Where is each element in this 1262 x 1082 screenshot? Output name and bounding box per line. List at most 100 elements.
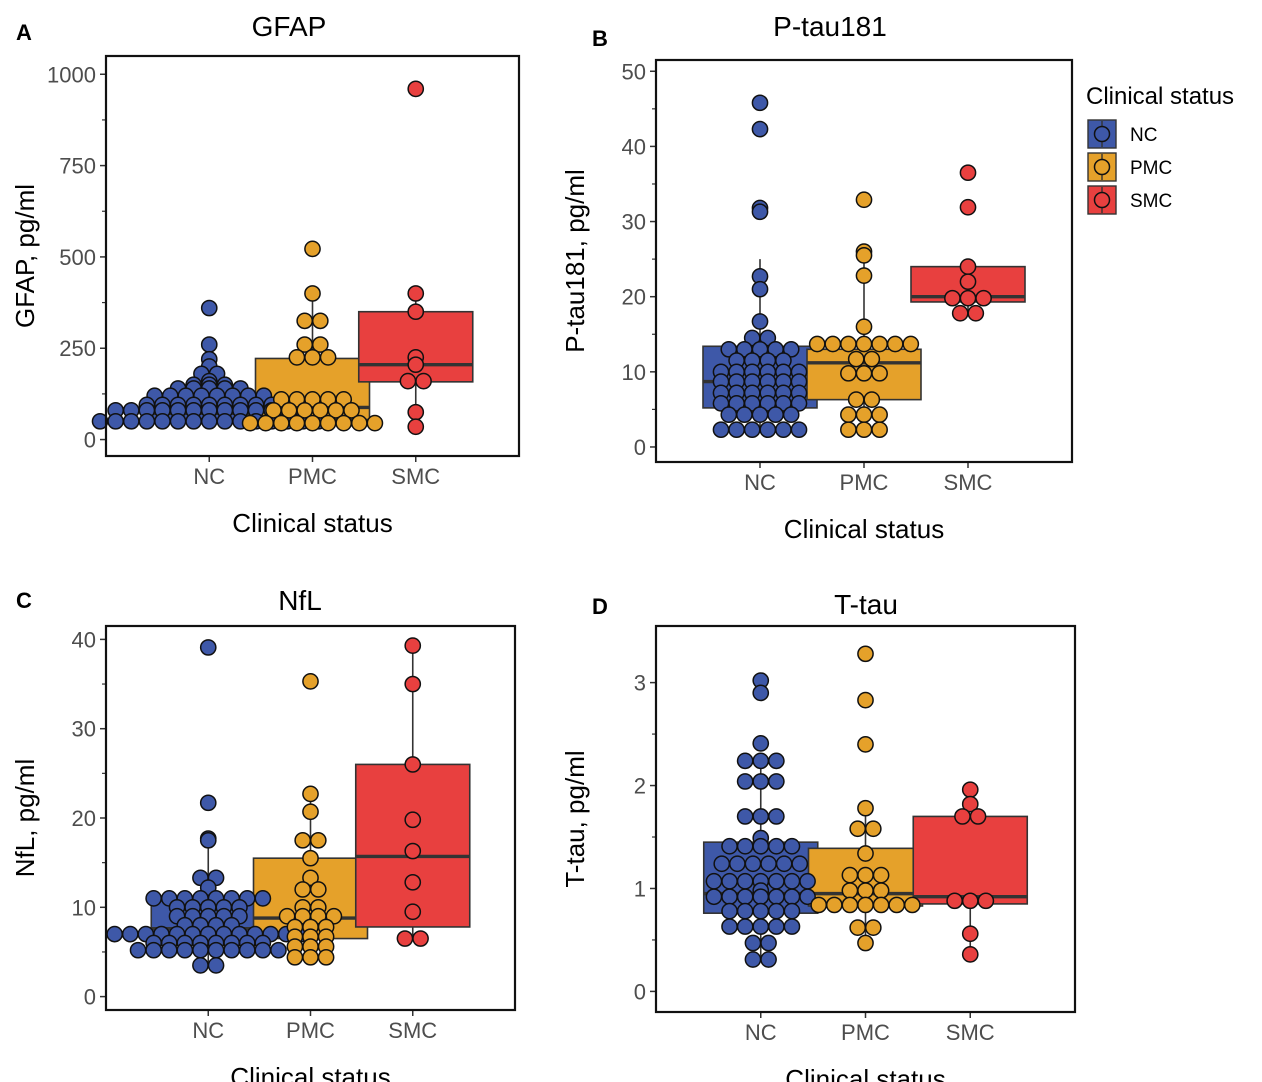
data-point (961, 892, 979, 910)
data-point (782, 340, 800, 358)
data-point (743, 421, 761, 439)
data-point (736, 872, 754, 890)
data-point (863, 391, 881, 408)
data-point (902, 335, 920, 353)
data-point (799, 888, 816, 906)
data-point (302, 785, 319, 803)
data-point (864, 919, 882, 936)
data-point (752, 684, 770, 702)
data-point (407, 285, 425, 302)
data-point (768, 872, 785, 890)
data-point (185, 412, 202, 430)
data-point (207, 956, 225, 974)
data-point (304, 285, 321, 302)
data-point (871, 335, 888, 353)
legend-dot (1093, 191, 1111, 209)
data-point (412, 930, 429, 947)
data-point (728, 421, 745, 439)
data-point (319, 414, 337, 432)
panel-title: GFAP (252, 11, 327, 42)
y-tick-label: 0 (84, 985, 96, 1010)
points-pmc (241, 240, 384, 432)
x-tick-label: PMC (288, 464, 337, 489)
data-point (872, 866, 890, 884)
data-point (107, 412, 125, 430)
legend-dot (1093, 125, 1111, 143)
data-point (871, 364, 888, 382)
data-point (855, 247, 873, 264)
data-point (304, 349, 321, 366)
data-point (855, 191, 873, 209)
data-point (399, 372, 417, 390)
data-point (810, 896, 828, 914)
panel-letter: A (16, 20, 32, 45)
y-axis-title: GFAP, pg/ml (10, 184, 40, 328)
data-point (961, 946, 979, 963)
data-point (752, 752, 770, 770)
data-point (783, 918, 801, 935)
data-point (752, 808, 770, 825)
data-point (855, 364, 873, 382)
data-point (841, 882, 859, 899)
x-axis-title: Clinical status (232, 508, 392, 538)
y-tick-label: 1000 (47, 62, 96, 87)
data-point (840, 335, 857, 353)
data-point (857, 882, 874, 899)
panel-a: A GFAP 0 250 500 750 1000 NC PMC SMC Clinical stat… (10, 11, 521, 538)
data-point (871, 406, 888, 424)
data-point (288, 349, 306, 366)
data-point (404, 675, 422, 693)
data-point (857, 736, 874, 753)
data-point (752, 734, 770, 752)
data-point (705, 888, 723, 906)
data-point (751, 203, 769, 221)
data-point (847, 391, 865, 408)
data-point (959, 289, 977, 307)
data-point (192, 941, 209, 959)
data-point (106, 925, 124, 943)
data-point (752, 918, 770, 935)
data-point (736, 752, 754, 770)
data-point (954, 808, 971, 825)
y-tick-label: 30 (622, 210, 646, 235)
panel-d: D T-tau 0 1 2 3 NC PMC SMC Clinical status T-tau, … (560, 589, 1077, 1082)
data-point (270, 941, 287, 959)
data-point (199, 794, 217, 812)
data-point (768, 773, 785, 790)
data-point (404, 811, 422, 829)
y-tick-label: 50 (622, 59, 646, 84)
x-tick-label: PMC (841, 1020, 890, 1045)
box-smc (912, 815, 1029, 955)
data-point (176, 941, 194, 959)
panel-title: T-tau (834, 589, 898, 620)
data-point (751, 313, 769, 330)
data-point (736, 902, 754, 920)
data-point (751, 406, 769, 424)
data-point (294, 831, 312, 849)
data-point (855, 335, 873, 353)
data-point (721, 837, 738, 855)
data-point (713, 855, 731, 873)
data-point (857, 934, 874, 952)
x-axis-title: Clinical status (785, 1064, 945, 1082)
data-point (783, 888, 801, 906)
data-point (775, 421, 792, 439)
data-point (407, 403, 425, 421)
data-point (951, 304, 969, 322)
data-point (903, 896, 921, 914)
data-point (296, 312, 314, 330)
data-point (768, 837, 785, 855)
data-point (782, 406, 800, 424)
y-axis-title: P-tau181, pg/ml (560, 169, 590, 353)
data-point (751, 94, 769, 112)
data-point (138, 412, 156, 430)
data-point (751, 280, 769, 298)
data-point (721, 872, 738, 890)
data-point (969, 808, 987, 825)
y-tick-label: 250 (59, 336, 96, 361)
data-point (407, 80, 425, 98)
data-point (841, 896, 859, 914)
